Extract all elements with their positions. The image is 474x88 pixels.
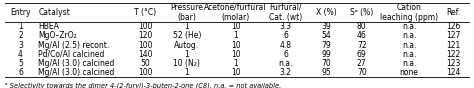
Text: 10 (N₂): 10 (N₂) [173, 59, 200, 68]
Text: 95: 95 [321, 68, 331, 77]
Text: 10: 10 [231, 50, 240, 59]
Text: 2: 2 [18, 31, 23, 40]
Text: n.a.: n.a. [402, 59, 416, 68]
Text: 4.8: 4.8 [280, 41, 292, 50]
Text: 3.2: 3.2 [280, 68, 292, 77]
Text: MgO–ZrO₂: MgO–ZrO₂ [38, 31, 77, 40]
Text: ᵃ Selectivity towards the dimer 4-(2-furyl)-3-buten-2-one (C8). n.a. = not avail: ᵃ Selectivity towards the dimer 4-(2-fur… [5, 83, 281, 88]
Text: 1: 1 [233, 31, 238, 40]
Text: Cation
leaching (ppm): Cation leaching (ppm) [380, 3, 438, 22]
Text: n.a.: n.a. [402, 22, 416, 31]
Text: HBEA: HBEA [38, 22, 59, 31]
Text: 10: 10 [231, 68, 240, 77]
Text: Autog.: Autog. [174, 41, 200, 50]
Text: 39: 39 [321, 22, 331, 31]
Text: 100: 100 [138, 68, 153, 77]
Text: 1: 1 [184, 22, 189, 31]
Text: Acetone/furfural
(molar): Acetone/furfural (molar) [204, 3, 267, 22]
Text: 10: 10 [231, 22, 240, 31]
Text: 127: 127 [447, 31, 461, 40]
Text: 70: 70 [321, 59, 331, 68]
Text: 3: 3 [18, 41, 23, 50]
Text: 79: 79 [321, 41, 331, 50]
Text: 120: 120 [138, 31, 153, 40]
Text: Pd/Co/Al calcined: Pd/Co/Al calcined [38, 50, 105, 59]
Text: 10: 10 [231, 41, 240, 50]
Text: 100: 100 [138, 41, 153, 50]
Text: 121: 121 [447, 41, 461, 50]
Text: 52 (He): 52 (He) [173, 31, 201, 40]
Text: Mg/Al (2.5) recont.: Mg/Al (2.5) recont. [38, 41, 109, 50]
Text: 1: 1 [184, 68, 189, 77]
Text: Sᵃ (%): Sᵃ (%) [350, 8, 374, 17]
Text: 80: 80 [357, 22, 366, 31]
Text: 126: 126 [447, 22, 461, 31]
Text: Entry: Entry [10, 8, 31, 17]
Text: 70: 70 [357, 68, 366, 77]
Text: 140: 140 [138, 50, 153, 59]
Text: 1: 1 [233, 59, 238, 68]
Text: none: none [400, 68, 419, 77]
Text: n.a.: n.a. [402, 31, 416, 40]
Text: 69: 69 [357, 50, 366, 59]
Text: Mg/Al (3.0) calcined: Mg/Al (3.0) calcined [38, 59, 115, 68]
Text: 1: 1 [184, 50, 189, 59]
Text: 5: 5 [18, 59, 23, 68]
Text: 123: 123 [447, 59, 461, 68]
Text: 124: 124 [447, 68, 461, 77]
Text: T (°C): T (°C) [134, 8, 156, 17]
Text: X (%): X (%) [316, 8, 336, 17]
Text: 6: 6 [283, 31, 288, 40]
Text: 50: 50 [140, 59, 150, 68]
Text: 1: 1 [18, 22, 23, 31]
Text: n.a.: n.a. [402, 50, 416, 59]
Text: 3.3: 3.3 [280, 22, 292, 31]
Text: 46: 46 [357, 31, 366, 40]
Text: Mg/Al (3.0) calcined: Mg/Al (3.0) calcined [38, 68, 115, 77]
Text: 6: 6 [283, 50, 288, 59]
Text: 54: 54 [321, 31, 331, 40]
Text: 4: 4 [18, 50, 23, 59]
Text: Catalyst: Catalyst [38, 8, 70, 17]
Text: 6: 6 [18, 68, 23, 77]
Text: Pressure
(bar): Pressure (bar) [170, 3, 203, 22]
Text: n.a.: n.a. [279, 59, 293, 68]
Text: Ref.: Ref. [447, 8, 461, 17]
Text: Furfural/
Cat. (wt): Furfural/ Cat. (wt) [269, 3, 302, 22]
Text: 100: 100 [138, 22, 153, 31]
Text: n.a.: n.a. [402, 41, 416, 50]
Text: 27: 27 [357, 59, 366, 68]
Text: 122: 122 [447, 50, 461, 59]
Text: 99: 99 [321, 50, 331, 59]
Text: 72: 72 [357, 41, 366, 50]
